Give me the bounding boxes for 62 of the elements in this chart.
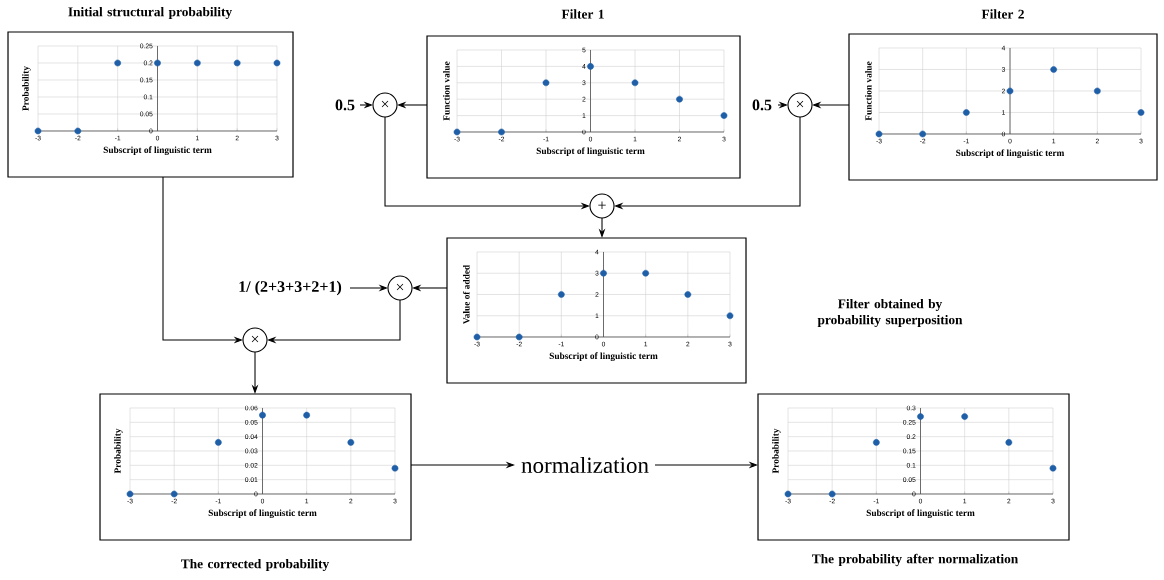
y-axis-title: Function value [865, 61, 872, 121]
point [875, 130, 883, 138]
x-axis-title: Subscript of linguistic term [536, 147, 645, 156]
point [542, 79, 550, 87]
point [347, 439, 355, 446]
y-axis-title: Probability [772, 428, 781, 474]
point [961, 413, 968, 420]
point [1049, 464, 1057, 472]
point [684, 291, 692, 298]
text: × [251, 335, 259, 343]
point [873, 439, 880, 446]
point [600, 269, 607, 277]
point [917, 413, 924, 420]
point [1006, 87, 1014, 95]
point [170, 490, 178, 498]
y-axis-title: Value of added [462, 264, 470, 325]
point [558, 291, 565, 298]
text: 1/ (2+3+3+2+1) [239, 280, 342, 296]
point [963, 109, 970, 116]
point [303, 411, 310, 419]
text: × [381, 100, 389, 108]
y-axis-title: Function value [443, 61, 450, 121]
point [784, 490, 792, 498]
point [1094, 87, 1101, 95]
x-axis-title: Subscript of linguistic term [956, 149, 1065, 158]
text: × [796, 100, 804, 108]
x-axis-title: Subscript of linguistic term [103, 146, 212, 155]
point [498, 128, 505, 136]
point [1050, 66, 1058, 73]
point [726, 312, 734, 320]
text: × [396, 283, 404, 291]
text: normalization [521, 456, 649, 474]
point [676, 95, 683, 103]
point [473, 333, 481, 341]
point [1137, 109, 1145, 116]
point [919, 130, 927, 138]
point [453, 128, 461, 136]
chart-title: Initial structural probability [68, 6, 232, 20]
y-axis-title: Probability [22, 66, 31, 111]
text: 0.5 [335, 99, 355, 111]
text: The probability after normalization [812, 553, 1019, 567]
point [720, 112, 728, 119]
text: Filter obtained by probability superposition [817, 298, 963, 328]
chart-title: Filter 2 [981, 9, 1024, 19]
y-axis-title: Probability [114, 428, 123, 474]
point [587, 63, 594, 70]
text: + [598, 201, 606, 209]
point [126, 490, 134, 498]
x-axis-title: Subscript of linguistic term [549, 352, 658, 361]
point [259, 411, 266, 419]
point [515, 333, 523, 341]
point [1005, 439, 1013, 446]
text: The corrected probability [181, 558, 330, 572]
point [828, 490, 836, 498]
x-axis-title: Subscript of linguistic term [866, 509, 975, 518]
chart-title: Filter 1 [561, 9, 604, 19]
point [215, 439, 222, 446]
point [642, 269, 649, 277]
x-axis-title: Subscript of linguistic term [208, 509, 317, 518]
point [391, 464, 399, 472]
text: 0.5 [752, 99, 772, 111]
point [631, 79, 639, 87]
